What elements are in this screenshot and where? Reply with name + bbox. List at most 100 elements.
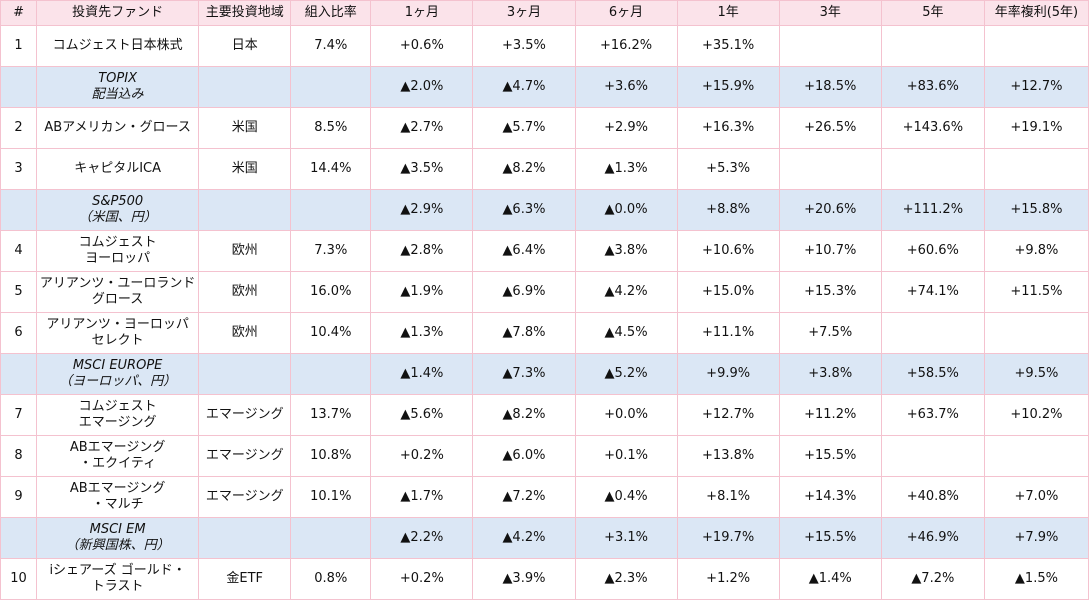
return-cell: ▲6.0% [472,435,576,477]
return-cell: +3.8% [778,353,882,395]
fund-name-line: MSCI EM [89,522,146,537]
weight-cell: 10.1% [290,476,372,518]
fund-row: 5 アリアンツ・ユーロランド グロース 欧州 16.0% ▲1.9% ▲6.9% ▲4.2% +… [0,271,1090,313]
return-cell: ▲1.7% [370,476,474,518]
fund-row: 7 コムジェスト エマージング エマージング 13.7% ▲5.6% ▲8.2% +0.0% +… [0,394,1090,436]
return-cell: +9.8% [983,230,1090,272]
return-cell: +10.6% [676,230,780,272]
index-row: MSCI EM （新興国株、円） ▲2.2% ▲4.2% +3.1% +19.7% +15.… [0,517,1090,559]
fund-name-line: エマージング [78,415,157,430]
return-cell: +7.9% [983,517,1090,559]
return-cell: ▲4.5% [574,312,678,354]
region-cell: 欧州 [198,312,292,354]
header-row: # 投資先ファンド 主要投資地域 組入比率 1ヶ月 3ヶ月 6ヶ月 1年 3年 … [0,0,1090,26]
return-cell: +35.1% [676,25,780,67]
return-cell: ▲2.8% [370,230,474,272]
fund-name-line: （新興国株、円） [65,538,170,553]
weight-cell-empty [290,189,372,231]
fund-name-line: MSCI EUROPE [72,358,163,373]
weight-cell: 8.5% [290,107,372,149]
return-cell: ▲1.9% [370,271,474,313]
return-cell-empty [880,148,985,190]
return-cell: +7.5% [778,312,882,354]
fund-name: アリアンツ・ヨーロッパ セレクト [36,312,200,354]
fund-name-line: コムジェスト日本株式 [52,38,183,53]
return-cell: +11.5% [983,271,1090,313]
return-cell-empty [778,25,882,67]
fund-name: コムジェスト日本株式 [36,25,200,67]
row-number: 4 [0,230,38,272]
return-cell: ▲6.9% [472,271,576,313]
index-row: TOPIX 配当込み ▲2.0% ▲4.7% +3.6% +15.9% +18.5% +83.… [0,66,1090,108]
return-cell: +9.5% [983,353,1090,395]
weight-cell: 16.0% [290,271,372,313]
fund-row: 6 アリアンツ・ヨーロッパ セレクト 欧州 10.4% ▲1.3% ▲7.8% ▲4.5% +1… [0,312,1090,354]
fund-name-line: ・マルチ [91,497,144,512]
return-cell: ▲4.7% [472,66,576,108]
return-cell: +12.7% [676,394,780,436]
return-cell: +15.9% [676,66,780,108]
return-cell: ▲2.2% [370,517,474,559]
fund-name-line: アリアンツ・ユーロランド [39,276,196,291]
fund-name-line: ABアメリカン・グロース [44,120,191,135]
return-cell: +13.8% [676,435,780,477]
return-cell: ▲0.0% [574,189,678,231]
row-number: 1 [0,25,38,67]
return-cell-empty [983,435,1090,477]
return-cell: +3.1% [574,517,678,559]
weight-cell: 13.7% [290,394,372,436]
return-cell: ▲3.8% [574,230,678,272]
return-cell-empty [880,435,985,477]
row-number: 5 [0,271,38,313]
return-cell: +40.8% [880,476,985,518]
fund-name: アリアンツ・ユーロランド グロース [36,271,200,313]
fund-name-line: キャピタルICA [74,161,161,176]
row-number: 7 [0,394,38,436]
return-cell: +10.7% [778,230,882,272]
fund-name-line: コムジェスト [78,399,157,414]
index-row: MSCI EUROPE （ヨーロッパ、円） ▲1.4% ▲7.3% ▲5.2% +9.9%… [0,353,1090,395]
return-cell: +7.0% [983,476,1090,518]
fund-row: 4 コムジェスト ヨーロッパ 欧州 7.3% ▲2.8% ▲6.4% ▲3.8% +10.6% +… [0,230,1090,272]
return-cell: ▲4.2% [472,517,576,559]
return-cell-empty [778,148,882,190]
weight-cell: 7.3% [290,230,372,272]
return-cell: +15.5% [778,435,882,477]
return-cell: ▲8.2% [472,148,576,190]
return-cell: +111.2% [880,189,985,231]
return-cell: ▲1.3% [370,312,474,354]
return-cell-empty [983,312,1090,354]
return-cell: ▲3.9% [472,558,576,600]
fund-name: MSCI EM （新興国株、円） [36,517,200,559]
return-cell: ▲7.2% [880,558,985,600]
fund-name: ABエマージング ・エクイティ [36,435,200,477]
fund-name-line: S&P500 [92,194,144,209]
return-cell: +10.2% [983,394,1090,436]
header-cell: 5年 [880,0,985,26]
weight-cell: 7.4% [290,25,372,67]
fund-name-line: セレクト [91,333,144,348]
return-cell: +20.6% [778,189,882,231]
header-cell: 投資先ファンド [36,0,200,26]
return-cell: ▲7.3% [472,353,576,395]
return-cell: +83.6% [880,66,985,108]
return-cell: ▲2.9% [370,189,474,231]
return-cell: ▲8.2% [472,394,576,436]
header-cell: 1ヶ月 [370,0,474,26]
return-cell: ▲1.4% [778,558,882,600]
return-cell: ▲2.3% [574,558,678,600]
region-cell: エマージング [198,394,292,436]
region-cell: エマージング [198,435,292,477]
return-cell: +0.1% [574,435,678,477]
return-cell: ▲1.5% [983,558,1090,600]
fund-name-line: iシェアーズ ゴールド・ [49,563,186,578]
return-cell: +19.1% [983,107,1090,149]
header-cell: 3ヶ月 [472,0,576,26]
weight-cell-empty [290,517,372,559]
return-cell: ▲2.7% [370,107,474,149]
return-cell: +12.7% [983,66,1090,108]
weight-cell: 0.8% [290,558,372,600]
fund-name-line: アリアンツ・ヨーロッパ [46,317,189,332]
return-cell: +15.5% [778,517,882,559]
region-cell-empty [198,66,292,108]
